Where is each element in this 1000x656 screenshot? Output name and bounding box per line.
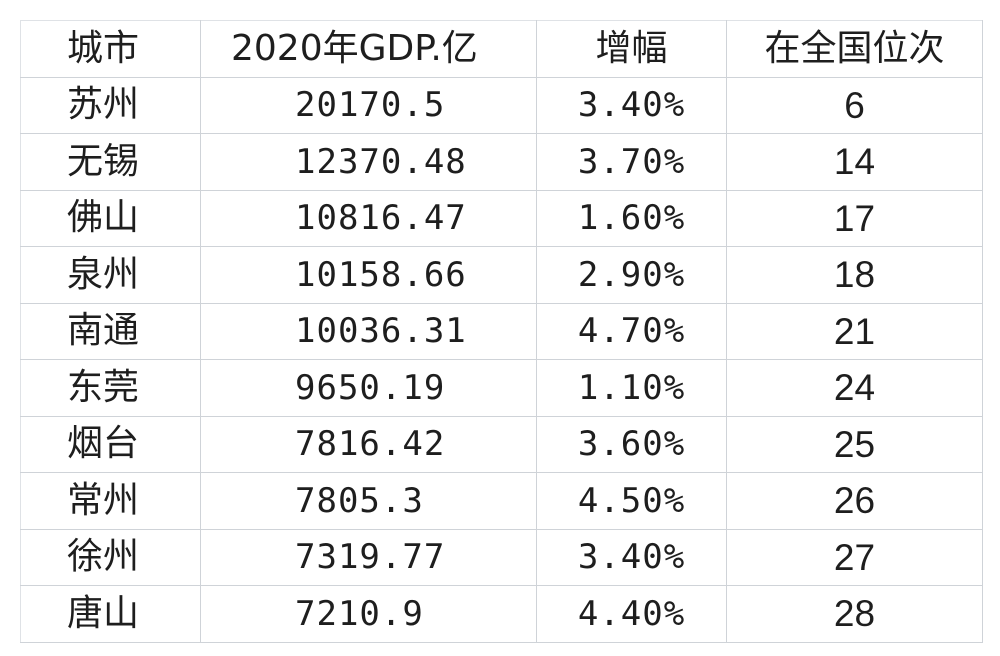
cell-rank: 14 bbox=[726, 133, 983, 191]
header-gdp: 2020年GDP.亿 bbox=[200, 20, 537, 78]
cell-rank: 26 bbox=[726, 472, 983, 530]
header-row: 城市 2020年GDP.亿 增幅 在全国位次 bbox=[20, 20, 983, 78]
table-row: 唐山 7210.9 4.40% 28 bbox=[20, 585, 983, 643]
cell-city: 南通 bbox=[20, 302, 201, 360]
cell-growth: 3.60% bbox=[536, 415, 727, 473]
cell-rank: 17 bbox=[726, 189, 983, 247]
cell-rank: 18 bbox=[726, 246, 983, 304]
cell-gdp: 10036.31 bbox=[200, 302, 537, 360]
cell-city: 常州 bbox=[20, 472, 201, 530]
cell-gdp: 7805.3 bbox=[200, 472, 537, 530]
cell-gdp: 10816.47 bbox=[200, 189, 537, 247]
table-row: 泉州 10158.66 2.90% 18 bbox=[20, 246, 983, 304]
table-row: 烟台 7816.42 3.60% 25 bbox=[20, 415, 983, 473]
cell-growth: 1.10% bbox=[536, 359, 727, 417]
cell-rank: 28 bbox=[726, 585, 983, 643]
cell-city: 东莞 bbox=[20, 359, 201, 417]
table-row: 南通 10036.31 4.70% 21 bbox=[20, 302, 983, 360]
table-row: 东莞 9650.19 1.10% 24 bbox=[20, 359, 983, 417]
cell-growth: 4.50% bbox=[536, 472, 727, 530]
cell-growth: 3.40% bbox=[536, 528, 727, 586]
header-growth: 增幅 bbox=[536, 20, 727, 78]
cell-city: 无锡 bbox=[20, 133, 201, 191]
table-row: 徐州 7319.77 3.40% 27 bbox=[20, 528, 983, 586]
header-city: 城市 bbox=[20, 20, 201, 78]
cell-city: 佛山 bbox=[20, 189, 201, 247]
table-row: 常州 7805.3 4.50% 26 bbox=[20, 472, 983, 530]
cell-rank: 27 bbox=[726, 528, 983, 586]
cell-rank: 24 bbox=[726, 359, 983, 417]
cell-growth: 3.70% bbox=[536, 133, 727, 191]
cell-gdp: 7319.77 bbox=[200, 528, 537, 586]
cell-growth: 2.90% bbox=[536, 246, 727, 304]
table-body: 城市 2020年GDP.亿 增幅 在全国位次 苏州 20170.5 3.40% … bbox=[20, 20, 983, 643]
cell-gdp: 7210.9 bbox=[200, 585, 537, 643]
cell-rank: 25 bbox=[726, 415, 983, 473]
cell-gdp: 9650.19 bbox=[200, 359, 537, 417]
gdp-table: 城市 2020年GDP.亿 增幅 在全国位次 苏州 20170.5 3.40% … bbox=[20, 20, 983, 643]
cell-city: 苏州 bbox=[20, 76, 201, 134]
cell-gdp: 20170.5 bbox=[200, 76, 537, 134]
header-rank: 在全国位次 bbox=[726, 20, 983, 78]
cell-gdp: 12370.48 bbox=[200, 133, 537, 191]
cell-growth: 3.40% bbox=[536, 76, 727, 134]
spreadsheet-table: 城市 2020年GDP.亿 增幅 在全国位次 苏州 20170.5 3.40% … bbox=[20, 20, 983, 643]
cell-city: 徐州 bbox=[20, 528, 201, 586]
cell-growth: 1.60% bbox=[536, 189, 727, 247]
table-row: 无锡 12370.48 3.70% 14 bbox=[20, 133, 983, 191]
cell-growth: 4.40% bbox=[536, 585, 727, 643]
table-row: 苏州 20170.5 3.40% 6 bbox=[20, 76, 983, 134]
cell-rank: 6 bbox=[726, 76, 983, 134]
table-row: 佛山 10816.47 1.60% 17 bbox=[20, 189, 983, 247]
cell-city: 烟台 bbox=[20, 415, 201, 473]
cell-city: 唐山 bbox=[20, 585, 201, 643]
cell-gdp: 7816.42 bbox=[200, 415, 537, 473]
cell-rank: 21 bbox=[726, 302, 983, 360]
cell-growth: 4.70% bbox=[536, 302, 727, 360]
cell-gdp: 10158.66 bbox=[200, 246, 537, 304]
cell-city: 泉州 bbox=[20, 246, 201, 304]
